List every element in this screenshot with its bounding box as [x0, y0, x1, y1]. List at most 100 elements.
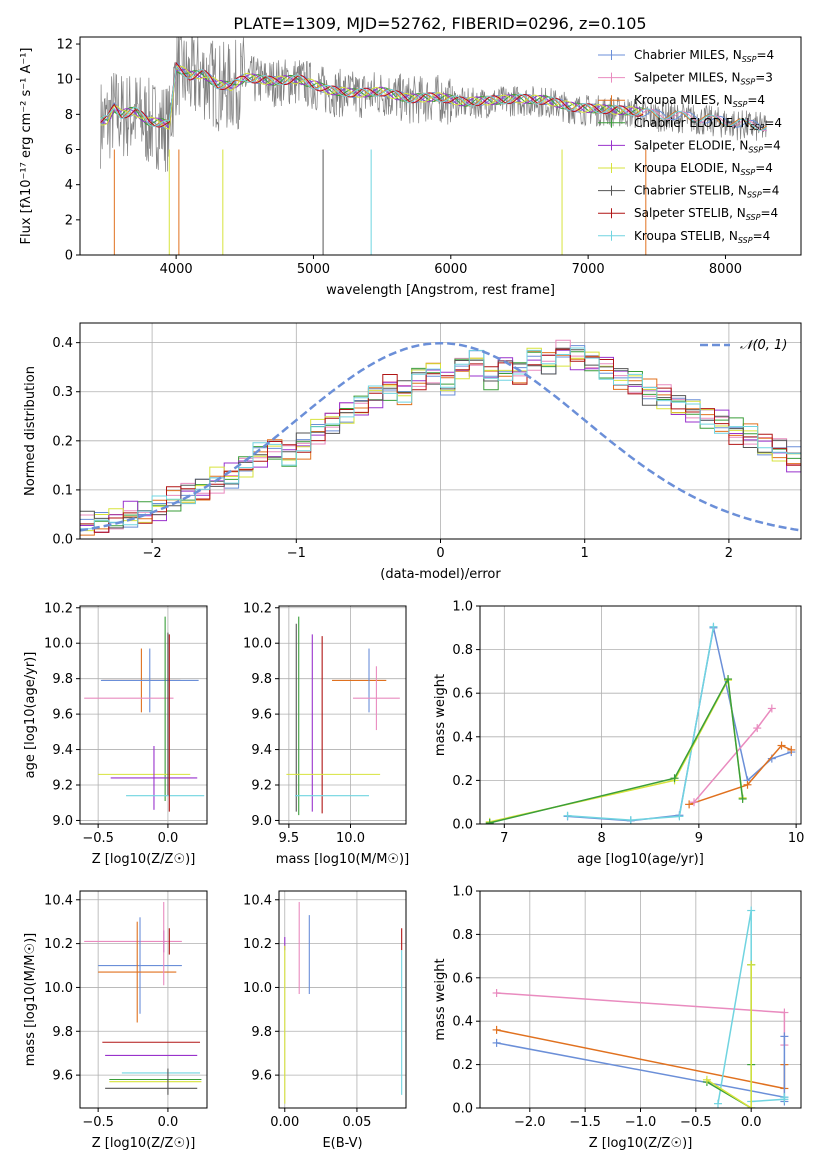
y-tick-label: 9.2	[251, 779, 272, 794]
model-spectrum-line	[100, 69, 644, 130]
y-tick-label: 10.2	[44, 937, 73, 952]
plot-area	[80, 339, 801, 536]
spectrum-panel: 4000 5000 6000 7000 8000 0 2 4 6 8 10 12 wavelength …	[19, 36, 802, 298]
legend-subscript: SSP	[741, 78, 756, 87]
legend-value: =4	[755, 161, 773, 175]
age-vs-metallicity-panel: −0.5 0.0 9.0 9.2 9.4 9.6 9.8 10.0 10.2 Z [log10(Z…	[23, 601, 208, 867]
y-tick-label: 9.4	[52, 743, 73, 758]
plot-area	[100, 37, 767, 255]
legend-value: =4	[747, 93, 765, 107]
legend-value: =3	[755, 71, 773, 85]
legend-value: =4	[753, 229, 771, 243]
y-tick-label: 9.8	[52, 672, 73, 687]
x-tick-label: 0.0	[158, 831, 179, 846]
histogram-step-line	[80, 347, 801, 530]
y-tick-label: 0.1	[52, 483, 73, 498]
x-tick-label: 6000	[434, 262, 467, 277]
mass-vs-metallicity-panel: −0.5 0.0 9.6 9.8 10.0 10.2 10.4 Z [log10(Z/Z☉)]…	[23, 890, 208, 1151]
axes-frame	[278, 605, 407, 825]
y-tick-label: 0.6	[452, 687, 473, 702]
x-tick-label: 0.05	[342, 1115, 371, 1130]
x-tick-label: −0.5	[82, 831, 114, 846]
y-tick-label: 10.0	[44, 637, 73, 652]
model-spectrum-line	[100, 61, 644, 128]
y-tick-label: 9.2	[52, 779, 73, 794]
x-tick-label: 7000	[572, 262, 605, 277]
y-tick-label: 6	[65, 143, 73, 158]
x-tick-label: 8	[597, 831, 605, 846]
x-tick-label: −1.0	[625, 1115, 657, 1130]
x-axis-label: E(B-V)	[322, 1136, 362, 1151]
x-tick-label: 10	[788, 831, 805, 846]
x-tick-label: 9	[695, 831, 703, 846]
spectrum-legend: Chabrier MILES, NSSP=4 Salpeter MILES, NS…	[598, 48, 782, 245]
y-tick-label: 10.4	[243, 893, 272, 908]
legend-value: =4	[756, 48, 774, 62]
legend-label: Kroupa ELODIE, NSSP=4	[634, 161, 773, 177]
legend-label: 𝒩(0, 1)	[740, 338, 787, 353]
y-axis-label: Normed distribution	[23, 366, 38, 496]
y-tick-label: 10.2	[243, 937, 272, 952]
legend-value: =4	[764, 116, 782, 130]
y-tick-label: 0.4	[452, 730, 473, 745]
legend-subscript: SSP	[747, 191, 762, 200]
y-tick-label: 0.4	[52, 336, 73, 351]
legend-subscript: SSP	[741, 168, 756, 177]
y-axis-label: age [log10(age/yr)]	[23, 652, 38, 779]
y-tick-label: 9.0	[52, 814, 73, 829]
legend-label: Chabrier ELODIE, NSSP=4	[634, 116, 782, 132]
x-tick-label: −1.5	[569, 1115, 601, 1130]
legend-subscript: SSP	[733, 100, 748, 109]
y-tick-label: 9.6	[52, 1069, 73, 1084]
y-tick-label: 0.0	[52, 533, 73, 548]
x-tick-label: 2	[725, 546, 733, 561]
mass-weight-line	[489, 676, 744, 824]
legend-label: Salpeter MILES, NSSP=3	[634, 71, 773, 87]
axes-frame	[278, 890, 407, 1109]
mass-weight-line	[567, 626, 715, 821]
legend-subscript: SSP	[746, 213, 761, 222]
y-tick-label: 1.0	[452, 885, 473, 900]
plot-area	[286, 616, 400, 816]
mass-vs-ebv-panel: 0.00 0.05 9.6 9.8 10.0 10.2 10.4 E(B-V)	[243, 890, 407, 1151]
mass-weight-line	[706, 964, 752, 1108]
model-spectrum-line	[100, 64, 767, 131]
y-tick-label: 0.2	[452, 774, 473, 789]
y-axis-label: mass [log10(M/M☉)]	[23, 933, 38, 1066]
y-tick-label: 9.6	[52, 708, 73, 723]
y-tick-label: 8	[65, 108, 73, 123]
y-tick-label: 9.8	[251, 1025, 272, 1040]
y-tick-label: 12	[56, 38, 73, 53]
mass-weight-line	[489, 677, 744, 823]
model-spectrum-line	[100, 61, 767, 132]
age-vs-mass-panel: 9.5 10.0 9.0 9.2 9.4 9.6 9.8 10.0 10.2 mass [log1…	[243, 601, 409, 867]
y-tick-label: 0	[65, 249, 73, 264]
y-tick-label: 9.4	[251, 743, 272, 758]
y-tick-label: 0.8	[452, 643, 473, 658]
mass-weight-vs-age-panel: 7 8 9 10 0.0 0.2 0.4 0.6 0.8 1.0 age [log10(age/yr…	[433, 600, 804, 868]
x-tick-label: 0.00	[270, 1115, 299, 1130]
x-tick-label: 0.0	[741, 1115, 762, 1130]
y-tick-label: 0.3	[52, 385, 73, 400]
legend-subscript: SSP	[742, 55, 757, 64]
x-tick-label: 5000	[297, 262, 330, 277]
x-tick-label: 7	[500, 831, 508, 846]
y-tick-label: 10	[56, 73, 73, 88]
x-axis-label: wavelength [Angstrom, rest frame]	[326, 283, 555, 298]
histogram-step-line	[80, 350, 801, 536]
y-tick-label: 10.0	[243, 637, 272, 652]
x-tick-label: 9.5	[279, 831, 300, 846]
y-tick-label: 0.2	[452, 1058, 473, 1073]
y-axis-label: Flux [fλ10⁻¹⁷ erg cm⁻² s⁻¹ A⁻¹]	[19, 48, 34, 245]
plot-area	[84, 616, 205, 812]
legend-value: =4	[760, 206, 778, 220]
y-tick-label: 9.6	[251, 708, 272, 723]
legend-subscript: SSP	[748, 145, 763, 154]
figure-title: PLATE=1309, MJD=52762, FIBERID=0296, z=0…	[233, 14, 646, 33]
plot-area	[84, 901, 202, 1095]
x-tick-label: −0.5	[680, 1115, 712, 1130]
x-tick-label: −2.0	[514, 1115, 546, 1130]
y-axis-label: mass weight	[433, 958, 448, 1040]
x-tick-label: 10.0	[336, 831, 365, 846]
